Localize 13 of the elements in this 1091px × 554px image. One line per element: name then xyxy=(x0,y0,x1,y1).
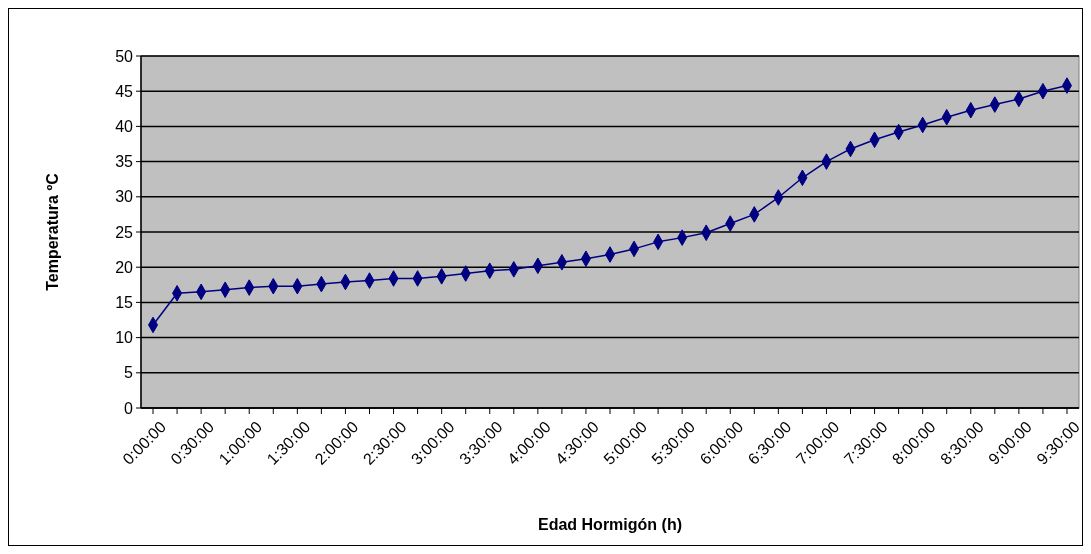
y-axis-title: Temperatura ºC xyxy=(44,172,61,291)
y-tick-label: 25 xyxy=(115,223,134,241)
y-tick-label: 15 xyxy=(115,294,134,311)
y-tick-label: 5 xyxy=(124,364,134,382)
y-tick-label: 30 xyxy=(115,188,134,206)
y-tick-label: 40 xyxy=(115,118,134,135)
y-tick-label: 50 xyxy=(115,47,134,65)
y-tick-label: 10 xyxy=(115,329,134,347)
y-tick-label: 0 xyxy=(124,399,134,417)
y-tick-label: 45 xyxy=(115,82,134,100)
x-axis-title: Edad Hormigón (h) xyxy=(538,516,682,533)
y-tick-label: 35 xyxy=(115,153,134,171)
y-tick-label: 20 xyxy=(115,258,134,276)
